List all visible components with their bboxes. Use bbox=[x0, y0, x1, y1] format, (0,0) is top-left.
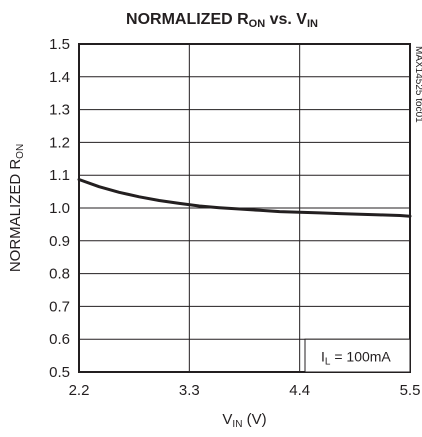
x-tick-label: 3.3 bbox=[179, 382, 200, 399]
figure-id: MAX14525 toc01 bbox=[413, 46, 422, 123]
chart-title-main: NORMALIZED R bbox=[126, 11, 249, 28]
chart-title-mid: vs. V bbox=[265, 11, 307, 28]
chart-title-sub: ON bbox=[249, 18, 266, 30]
chart-title: NORMALIZED RON vs. VIN bbox=[126, 11, 318, 30]
y-tick-label: 0.9 bbox=[49, 233, 70, 250]
annotation-main: I bbox=[321, 349, 325, 365]
y-tick-label: 0.6 bbox=[49, 331, 70, 348]
y-axis-label-main: NORMALIZED R bbox=[7, 159, 24, 273]
x-axis-label-sub: IN bbox=[232, 419, 242, 430]
y-tick-label: 1.5 bbox=[49, 36, 70, 53]
x-tick-labels: 2.2 3.3 4.4 5.5 bbox=[69, 382, 421, 399]
y-axis-label: NORMALIZED RON bbox=[7, 144, 26, 272]
annotation-box bbox=[304, 338, 411, 373]
chart-title-sub2: IN bbox=[307, 18, 318, 30]
x-tick-label: 2.2 bbox=[69, 382, 90, 399]
y-tick-label: 0.7 bbox=[49, 298, 70, 315]
annotation-text: IL = 100mA bbox=[321, 349, 391, 368]
y-tick-label: 1.2 bbox=[49, 134, 70, 151]
series-line bbox=[77, 178, 412, 218]
plot-frame bbox=[78, 43, 411, 373]
y-tick-label: 0.5 bbox=[49, 364, 70, 381]
y-tick-label: 1.3 bbox=[49, 102, 70, 119]
x-axis-label: VIN (V) bbox=[222, 411, 266, 430]
y-tick-label: 0.8 bbox=[49, 266, 70, 283]
annotation-sub: L bbox=[325, 357, 331, 368]
y-tick-label: 1.1 bbox=[49, 167, 70, 184]
x-axis-label-tail: (V) bbox=[242, 411, 266, 428]
y-tick-label: 1.0 bbox=[49, 200, 70, 217]
y-tick-label: 1.4 bbox=[49, 69, 70, 86]
annotation-tail: = 100mA bbox=[330, 349, 391, 365]
x-tick-label: 4.4 bbox=[289, 382, 310, 399]
y-axis-label-sub: ON bbox=[15, 144, 26, 159]
x-axis-label-main: V bbox=[222, 411, 232, 428]
y-tick-labels: 0.5 0.6 0.7 0.8 0.9 1.0 1.1 1.2 1.3 1.4 1.5 bbox=[49, 36, 70, 381]
x-tick-label: 5.5 bbox=[400, 382, 421, 399]
